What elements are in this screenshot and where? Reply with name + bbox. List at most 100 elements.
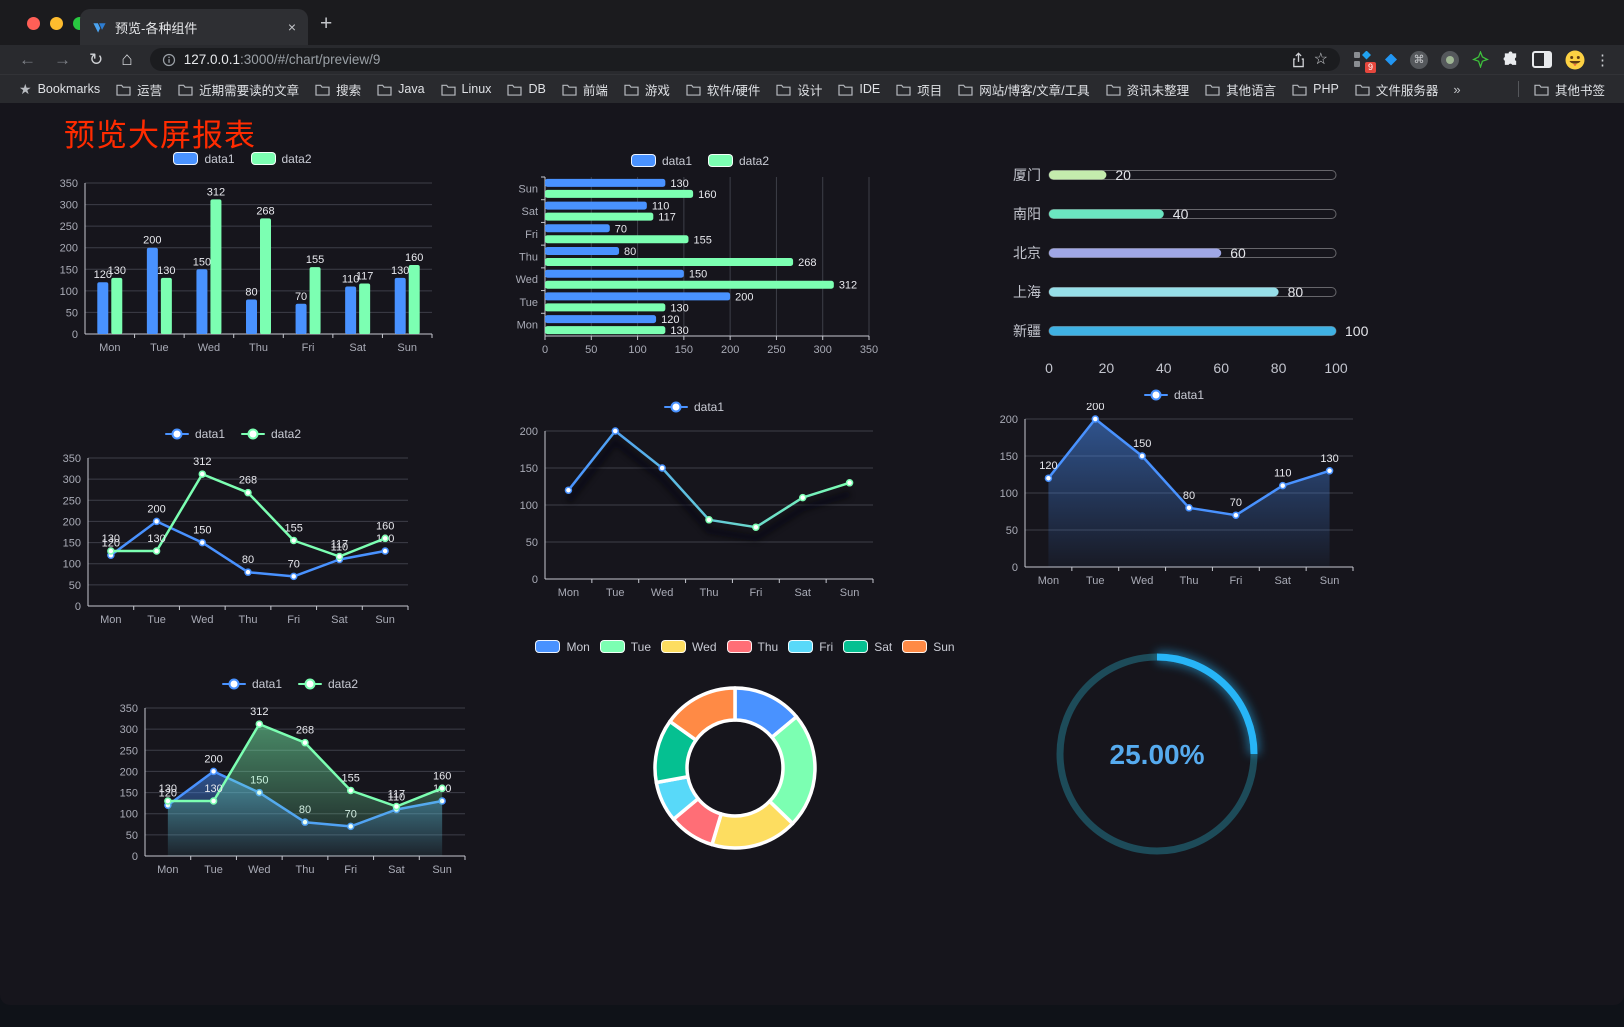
legend-item-data2[interactable]: data2 bbox=[708, 154, 769, 168]
tab-close-icon[interactable]: × bbox=[287, 19, 296, 35]
share-icon[interactable] bbox=[1291, 51, 1306, 68]
svg-text:117: 117 bbox=[331, 539, 349, 551]
legend-item-data2[interactable]: data2 bbox=[250, 152, 312, 166]
extension-diamond-icon[interactable] bbox=[1385, 53, 1397, 66]
legend-item-thu[interactable]: Thu bbox=[726, 639, 779, 654]
extension-command-icon[interactable]: ⌘ bbox=[1410, 50, 1428, 69]
legend-item-data1[interactable]: data1 bbox=[173, 151, 235, 166]
close-window-button[interactable] bbox=[27, 17, 40, 30]
browser-menu-icon[interactable]: ⋮ bbox=[1595, 51, 1610, 69]
legend-item-wed[interactable]: Wed bbox=[661, 640, 717, 654]
bookmark-folder[interactable]: 其他语言 bbox=[1198, 77, 1283, 102]
svg-text:200: 200 bbox=[60, 243, 78, 255]
svg-text:130: 130 bbox=[1320, 453, 1338, 465]
legend-item-fri[interactable]: Fri bbox=[788, 640, 833, 654]
svg-text:300: 300 bbox=[120, 724, 138, 736]
legend-item-data1[interactable]: data1 bbox=[164, 426, 225, 441]
tab-title: 预览-各种组件 bbox=[115, 20, 198, 36]
new-tab-button[interactable]: + bbox=[320, 12, 333, 35]
chart-legend: data1 data2 bbox=[221, 675, 358, 692]
chart-canvas-line-gradient: 0 50 100 150 200 Mon Tue Wed Thu Fri Sat Sun bbox=[505, 415, 883, 610]
bookmark-folder[interactable]: 文件服务器 bbox=[1348, 77, 1446, 102]
svg-text:100: 100 bbox=[60, 286, 78, 298]
legend-item-data2[interactable]: data2 bbox=[241, 427, 301, 441]
svg-text:80: 80 bbox=[1271, 360, 1287, 376]
legend-item-sat[interactable]: Sat bbox=[843, 640, 892, 654]
extension-star-icon[interactable] bbox=[1472, 51, 1489, 68]
extensions-puzzle-icon[interactable] bbox=[1502, 51, 1519, 68]
legend-item-sun[interactable]: Sun bbox=[902, 640, 955, 654]
bookmark-folder[interactable]: 运营 bbox=[109, 77, 169, 102]
svg-text:Fri: Fri bbox=[302, 342, 315, 354]
bookmark-folder-label: 近期需要读的文章 bbox=[199, 83, 300, 98]
svg-text:20: 20 bbox=[1115, 167, 1131, 183]
bookmark-star-icon[interactable]: ☆ bbox=[1313, 51, 1328, 68]
svg-text:Mon: Mon bbox=[1038, 575, 1059, 587]
bookmark-folder[interactable]: 游戏 bbox=[617, 77, 677, 102]
svg-text:50: 50 bbox=[126, 830, 138, 842]
legend-item-mon[interactable]: Mon bbox=[535, 640, 590, 654]
bookmarks-overflow-chevron[interactable]: » bbox=[1453, 81, 1461, 97]
bookmark-folder[interactable]: 资讯未整理 bbox=[1099, 77, 1197, 102]
legend-item-data1[interactable]: data1 bbox=[1143, 388, 1204, 402]
bookmark-folder[interactable]: 设计 bbox=[769, 77, 829, 102]
legend-label: data1 bbox=[204, 151, 235, 166]
bookmark-folder-label: 游戏 bbox=[644, 83, 670, 98]
browser-tab[interactable]: 预览-各种组件 × bbox=[80, 9, 308, 45]
svg-text:155: 155 bbox=[306, 254, 324, 266]
chart-gauge: 25.00% bbox=[1040, 640, 1275, 870]
bookmark-folder[interactable]: 前端 bbox=[555, 77, 615, 102]
svg-text:Wed: Wed bbox=[651, 587, 673, 599]
bookmark-folder[interactable]: 搜索 bbox=[308, 77, 368, 102]
bookmark-folder[interactable]: IDE bbox=[831, 79, 887, 99]
svg-text:100: 100 bbox=[628, 344, 646, 356]
bookmark-folder[interactable]: 近期需要读的文章 bbox=[171, 77, 306, 102]
bookmark-folder[interactable]: DB bbox=[500, 79, 552, 99]
url-host: 127.0.0.1 bbox=[183, 52, 241, 67]
legend-item-data2[interactable]: data2 bbox=[298, 677, 358, 691]
legend-item-data1[interactable]: data1 bbox=[630, 154, 692, 168]
svg-text:Thu: Thu bbox=[519, 252, 538, 264]
svg-text:0: 0 bbox=[532, 574, 538, 586]
svg-text:新疆: 新疆 bbox=[1013, 323, 1041, 339]
svg-text:100: 100 bbox=[63, 559, 81, 571]
other-bookmarks-label: 其他书签 bbox=[1554, 83, 1605, 98]
bookmark-folder[interactable]: 网站/博客/文章/工具 bbox=[951, 77, 1096, 102]
svg-text:350: 350 bbox=[860, 344, 878, 356]
svg-text:312: 312 bbox=[207, 186, 225, 198]
legend-label: Thu bbox=[757, 639, 779, 654]
minimize-window-button[interactable] bbox=[50, 17, 63, 30]
bookmarks-manager-item[interactable]: ★ Bookmarks bbox=[12, 78, 107, 101]
bookmark-folder[interactable]: PHP bbox=[1285, 79, 1346, 99]
svg-text:110: 110 bbox=[331, 541, 349, 553]
svg-text:70: 70 bbox=[288, 558, 300, 570]
other-bookmarks-folder[interactable]: 其他书签 bbox=[1527, 77, 1612, 102]
legend-item-data1[interactable]: data1 bbox=[221, 677, 282, 691]
svg-text:Sat: Sat bbox=[1274, 575, 1291, 587]
forward-icon[interactable]: → bbox=[54, 50, 71, 69]
folder-icon bbox=[838, 84, 853, 96]
bookmark-folder[interactable]: Linux bbox=[434, 79, 499, 99]
bookmark-folder[interactable]: 项目 bbox=[889, 77, 949, 102]
home-icon[interactable]: ⌂ bbox=[121, 49, 133, 70]
bookmark-folder-label: 其他语言 bbox=[1226, 83, 1277, 98]
extension-record-icon[interactable] bbox=[1441, 50, 1459, 69]
back-icon[interactable]: ← bbox=[19, 50, 36, 69]
url-text[interactable]: 127.0.0.1:3000/#/chart/preview/9 bbox=[184, 52, 381, 67]
folder-icon bbox=[1292, 84, 1307, 96]
emoji-avatar-icon[interactable] bbox=[1565, 50, 1585, 70]
legend-item-tue[interactable]: Tue bbox=[599, 640, 651, 654]
bookmark-folder[interactable]: Java bbox=[370, 79, 431, 99]
address-bar[interactable]: 127.0.0.1:3000/#/chart/preview/9 ☆ bbox=[149, 48, 1340, 71]
svg-text:200: 200 bbox=[1086, 403, 1104, 413]
legend-label: data1 bbox=[194, 426, 225, 441]
svg-text:20: 20 bbox=[1099, 360, 1115, 376]
side-panel-icon[interactable] bbox=[1532, 51, 1552, 68]
legend-item-data1[interactable]: data1 bbox=[663, 400, 724, 414]
site-info-icon[interactable] bbox=[162, 53, 176, 67]
bookmark-folder[interactable]: 软件/硬件 bbox=[679, 77, 767, 102]
svg-text:200: 200 bbox=[520, 426, 538, 438]
svg-text:130: 130 bbox=[670, 178, 688, 190]
extension-grid-icon[interactable]: 9 bbox=[1354, 50, 1376, 73]
reload-icon[interactable]: ↻ bbox=[89, 50, 104, 69]
